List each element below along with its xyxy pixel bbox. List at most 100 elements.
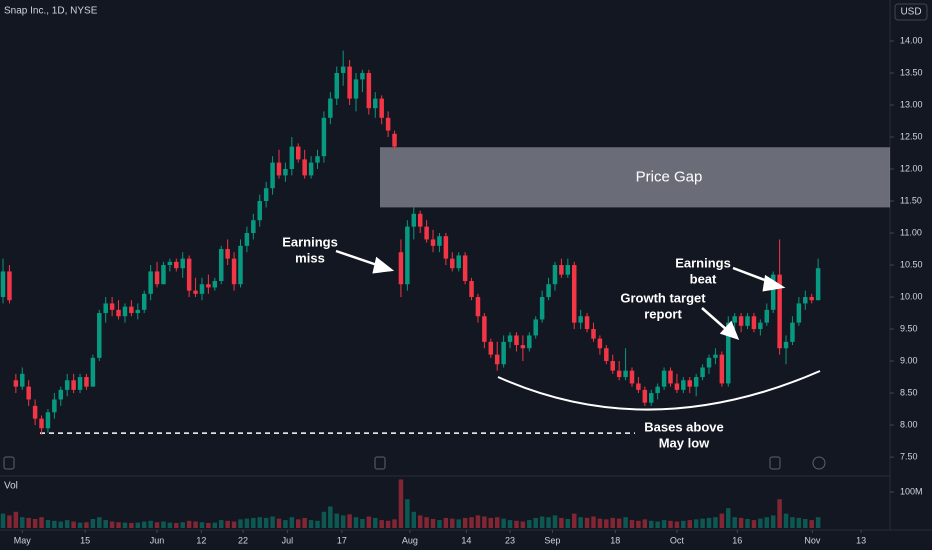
candle-body xyxy=(238,245,243,285)
x-tick-label: 18 xyxy=(610,535,620,545)
volume-bar xyxy=(270,516,275,528)
candle-body xyxy=(180,258,185,269)
annotation: miss xyxy=(295,250,325,265)
arrow xyxy=(701,307,728,331)
volume-bar xyxy=(347,514,352,528)
candle-body xyxy=(398,252,404,285)
volume-bar xyxy=(815,517,821,528)
candle-body xyxy=(552,265,558,285)
currency[interactable]: USD xyxy=(900,7,921,18)
candle-body xyxy=(212,281,218,288)
volume-bar xyxy=(803,519,808,528)
candle-body xyxy=(225,249,230,259)
candle-body xyxy=(462,255,468,282)
x-tick-label: 16 xyxy=(732,535,742,545)
volume-bar xyxy=(578,517,583,528)
candle-body xyxy=(308,162,314,176)
y-tick-label: 10.50 xyxy=(900,259,923,269)
candle-body xyxy=(584,316,590,330)
volume-bar xyxy=(20,517,25,528)
volume-bar xyxy=(334,513,340,528)
volume-bar xyxy=(443,517,449,528)
volume-bar xyxy=(469,517,474,528)
volume-bar xyxy=(488,517,494,528)
y-tick-label: 11.00 xyxy=(900,227,922,237)
volume-bar xyxy=(751,520,757,528)
volume-bar xyxy=(32,519,38,528)
volume-bar xyxy=(764,517,770,528)
volume-bar xyxy=(212,522,218,528)
candle-body xyxy=(514,335,519,346)
candle-body xyxy=(122,306,128,317)
volume-bar xyxy=(71,521,76,528)
volume-bar xyxy=(13,511,19,528)
candle-body xyxy=(424,226,429,240)
candle-body xyxy=(796,303,802,323)
candle-body xyxy=(32,405,38,419)
candle-body xyxy=(726,322,731,384)
candle-body xyxy=(494,354,500,365)
candle-body xyxy=(7,271,12,301)
candle-body xyxy=(417,213,423,227)
candle-body xyxy=(97,313,102,358)
volume-bar xyxy=(84,522,89,528)
earnings-icons xyxy=(3,456,826,470)
volume-bar xyxy=(655,521,660,528)
candle-body xyxy=(20,373,25,387)
volume-bar xyxy=(340,515,346,528)
volume-bar xyxy=(109,521,115,528)
candle-body xyxy=(527,335,532,349)
volume-bar xyxy=(565,519,571,528)
candle-body xyxy=(443,236,449,259)
earnings-icon[interactable] xyxy=(374,456,386,470)
candle-body xyxy=(751,316,757,330)
y-tick-label: 10.00 xyxy=(900,291,923,301)
volume-bar xyxy=(571,513,577,528)
candle-body xyxy=(764,309,770,323)
volume-bar xyxy=(296,519,301,528)
arrow-head xyxy=(762,274,786,292)
candle-body xyxy=(289,146,295,170)
volume-bar xyxy=(167,522,173,528)
y-tick-label: 7.50 xyxy=(900,451,918,461)
volume-bar xyxy=(161,521,166,528)
arrow-head xyxy=(719,320,740,341)
candle-body xyxy=(482,316,487,342)
candle-body xyxy=(405,226,410,285)
candle-body xyxy=(738,316,744,326)
volume-bar xyxy=(366,516,372,528)
volume-bar xyxy=(783,513,789,528)
candle-body xyxy=(809,297,814,301)
candle-body xyxy=(758,322,763,330)
annotation: May low xyxy=(659,435,710,450)
y-tick-label: 13.00 xyxy=(900,99,923,109)
annotation: beat xyxy=(690,271,717,286)
volume-bar xyxy=(437,520,442,528)
volume-bar xyxy=(116,522,121,528)
candle-body xyxy=(591,329,596,339)
x-tick-label: May xyxy=(14,535,32,545)
volume-bar xyxy=(501,518,506,528)
candle-body xyxy=(578,316,583,323)
earnings-icon[interactable] xyxy=(769,456,781,470)
candle-body xyxy=(244,233,250,246)
event-icon[interactable] xyxy=(812,456,826,470)
candle-body xyxy=(379,98,384,118)
arrows xyxy=(335,249,786,341)
candle-body xyxy=(315,156,320,163)
currency-button[interactable] xyxy=(894,3,928,21)
candle-body xyxy=(636,383,641,390)
candle-body xyxy=(340,66,346,73)
volume-bar xyxy=(539,516,545,528)
earnings-icon[interactable] xyxy=(3,456,15,470)
candle-body xyxy=(648,393,654,403)
volume-bar xyxy=(719,513,725,528)
volume-bar xyxy=(225,520,230,528)
candle-body xyxy=(109,303,115,310)
volume-bar xyxy=(103,520,108,528)
x-tick-label: Jul xyxy=(282,535,294,545)
volume-bar xyxy=(809,520,814,528)
y-tick-label: 11.50 xyxy=(900,195,922,205)
candle-body xyxy=(539,297,545,320)
